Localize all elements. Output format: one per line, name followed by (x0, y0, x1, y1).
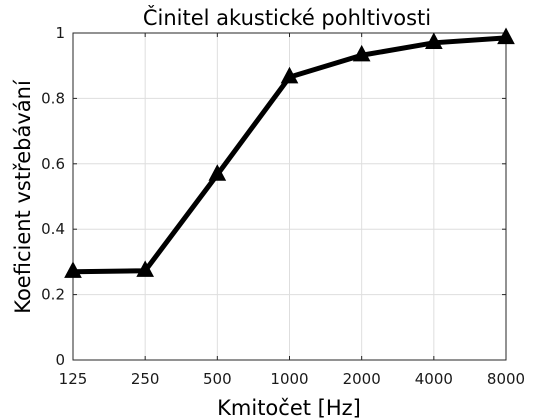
chart-title: Činitel akustické pohltivosti (143, 5, 431, 30)
data-point-marker (136, 260, 155, 277)
y-axis-label: Koeficient vstřebávání (11, 79, 35, 314)
y-tick-label: 0.4 (41, 220, 65, 238)
y-tick-label: 0 (55, 351, 65, 369)
data-point-marker (208, 164, 227, 181)
x-tick-label: 8000 (487, 370, 525, 388)
x-tick-label: 2000 (343, 370, 381, 388)
x-ticks: 125 250 500 1000 2000 4000 8000 (59, 33, 525, 388)
data-point-marker (280, 66, 299, 84)
y-tick-label: 0.2 (41, 286, 65, 304)
y-tick-label: 0.8 (41, 89, 65, 107)
x-axis-label: Kmitočet [Hz] (217, 396, 361, 420)
series (64, 27, 515, 278)
x-tick-label: 4000 (415, 370, 453, 388)
y-ticks: 0 0.2 0.4 0.6 0.8 1 (41, 24, 506, 369)
data-point-marker (352, 44, 371, 62)
x-tick-label: 125 (59, 370, 88, 388)
data-point-marker (425, 32, 443, 50)
x-tick-label: 500 (203, 370, 232, 388)
y-tick-label: 0.6 (41, 155, 65, 173)
x-tick-label: 250 (131, 370, 160, 388)
data-point-marker (64, 261, 82, 278)
x-tick-label: 1000 (270, 370, 308, 388)
y-tick-label: 1 (55, 24, 65, 42)
grid (73, 33, 506, 360)
data-point-marker (497, 27, 515, 45)
